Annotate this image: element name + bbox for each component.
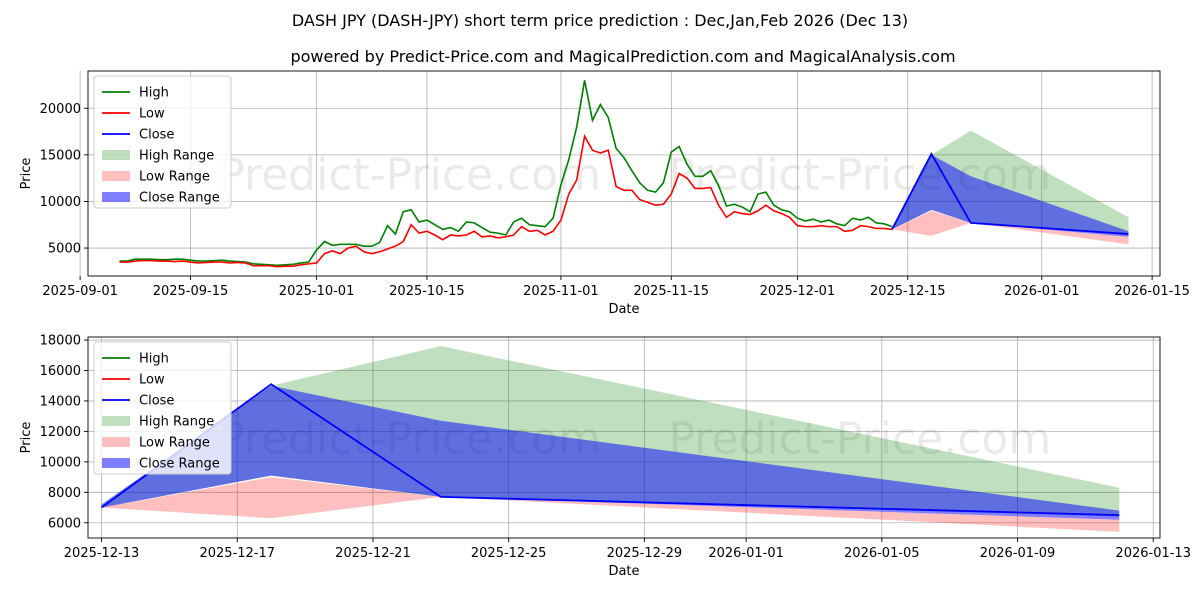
legend-label: Close Range [139,191,220,206]
legend-swatch-patch [102,150,130,160]
y-tick-label: 5000 [48,242,81,257]
x-tick-label: 2025-11-15 [634,284,710,299]
legend-label: Close Range [139,457,220,472]
plot-frame [87,336,1161,539]
watermark: Predict-Price.com [668,414,1051,465]
plot-frame [87,70,1161,277]
legend-label: High Range [139,415,214,430]
x-tick-label: 2025-12-01 [760,284,836,299]
watermark: Predict-Price.com [218,150,601,201]
y-tick-label: 16000 [40,364,81,379]
legend-box [93,75,232,209]
close-range-band [892,154,1129,237]
x-tick-label: 2025-12-15 [870,284,946,299]
legend-label: High [139,86,169,101]
legend-label: Low [139,373,165,388]
x-tick-label: 2026-01-01 [708,546,784,561]
legend-label: Low Range [139,170,210,185]
low-range-band [101,477,1120,532]
x-tick-label: 2025-12-29 [607,546,683,561]
legend-box [93,341,232,475]
low-series-line [119,133,893,268]
x-tick-label: 2026-01-09 [980,546,1056,561]
y-tick-label: 15000 [40,148,81,163]
legend-label: Low Range [139,436,210,451]
top-panel: Predict-Price.com Predict-Price.com2025-0… [19,70,1190,317]
legend-swatch-patch [102,192,130,202]
y-axis-label: Price [19,422,34,454]
legend-label: High [139,352,169,367]
x-tick-label: 2025-11-01 [523,284,599,299]
x-tick-label: 2025-10-15 [389,284,465,299]
y-axis-label: Price [19,158,34,190]
legend-swatch-patch [102,458,130,468]
y-tick-label: 20000 [40,102,81,117]
close-range-band [101,385,1120,520]
x-tick-label: 2025-12-25 [471,546,547,561]
y-tick-label: 18000 [40,334,81,349]
chart-title: DASH JPY (DASH-JPY) short term price pre… [292,11,908,30]
x-tick-label: 2025-12-21 [335,546,411,561]
y-tick-label: 10000 [40,455,81,470]
x-tick-label: 2025-09-01 [42,284,118,299]
high-series-line [119,80,893,267]
legend-swatch-patch [102,416,130,426]
legend-label: Close [139,128,174,143]
x-tick-label: 2025-09-15 [153,284,229,299]
y-tick-label: 10000 [40,195,81,210]
chart-subtitle: powered by Predict-Price.com and Magical… [290,47,955,66]
x-tick-label: 2025-12-17 [199,546,275,561]
y-tick-label: 14000 [40,394,81,409]
x-tick-label: 2025-12-13 [64,546,140,561]
x-axis-label: Date [608,302,639,317]
legend-swatch-patch [102,171,130,181]
legend-label: Low [139,107,165,122]
x-axis-label: Date [608,564,639,579]
x-tick-label: 2026-01-15 [1114,284,1190,299]
x-tick-label: 2026-01-13 [1115,546,1191,561]
x-tick-label: 2025-10-01 [279,284,355,299]
legend: High Low Close High Range Low Range Close Ran… [93,75,232,209]
low-range-band [892,210,1129,245]
bottom-panel: Predict-Price.comPredict-Price.com2025-1… [19,334,1191,579]
legend-label: Close [139,394,174,409]
close-series-line [891,152,1129,235]
y-tick-label: 6000 [48,516,81,531]
legend-swatch-patch [102,437,130,447]
legend-label: High Range [139,149,214,164]
y-tick-label: 12000 [40,425,81,440]
y-tick-label: 8000 [48,486,81,501]
x-tick-label: 2026-01-01 [1004,284,1080,299]
legend: High Low Close High Range Low Range Close Ran… [93,341,232,475]
x-tick-label: 2026-01-05 [844,546,920,561]
